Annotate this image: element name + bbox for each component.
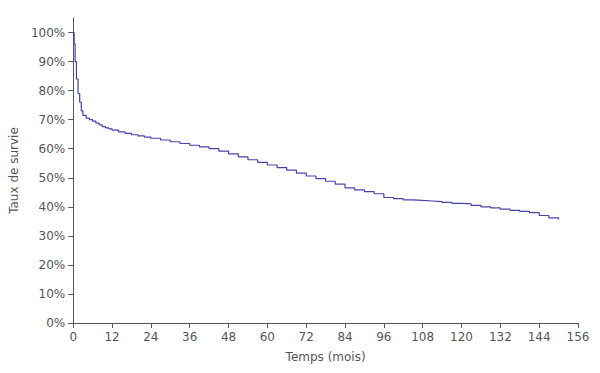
svg-text:10%: 10% [39, 287, 66, 301]
svg-text:50%: 50% [39, 171, 66, 185]
svg-text:84: 84 [337, 330, 352, 344]
svg-text:24: 24 [143, 330, 158, 344]
svg-text:40%: 40% [39, 200, 66, 214]
svg-text:60%: 60% [39, 142, 66, 156]
svg-text:108: 108 [411, 330, 434, 344]
svg-text:132: 132 [489, 330, 512, 344]
svg-text:Taux de survie: Taux de survie [7, 127, 21, 215]
svg-text:120: 120 [450, 330, 473, 344]
svg-text:100%: 100% [31, 26, 65, 40]
svg-text:72: 72 [299, 330, 314, 344]
svg-text:60: 60 [260, 330, 275, 344]
svg-text:48: 48 [221, 330, 236, 344]
svg-text:0: 0 [69, 330, 77, 344]
svg-text:90%: 90% [39, 55, 66, 69]
svg-text:20%: 20% [39, 258, 66, 272]
svg-text:96: 96 [376, 330, 391, 344]
svg-text:0%: 0% [46, 316, 65, 330]
svg-text:70%: 70% [39, 113, 66, 127]
svg-text:36: 36 [182, 330, 197, 344]
svg-text:144: 144 [528, 330, 551, 344]
svg-text:30%: 30% [39, 229, 66, 243]
svg-text:80%: 80% [39, 84, 66, 98]
svg-text:Temps (mois): Temps (mois) [285, 350, 366, 364]
svg-text:12: 12 [104, 330, 119, 344]
svg-text:156: 156 [567, 330, 590, 344]
